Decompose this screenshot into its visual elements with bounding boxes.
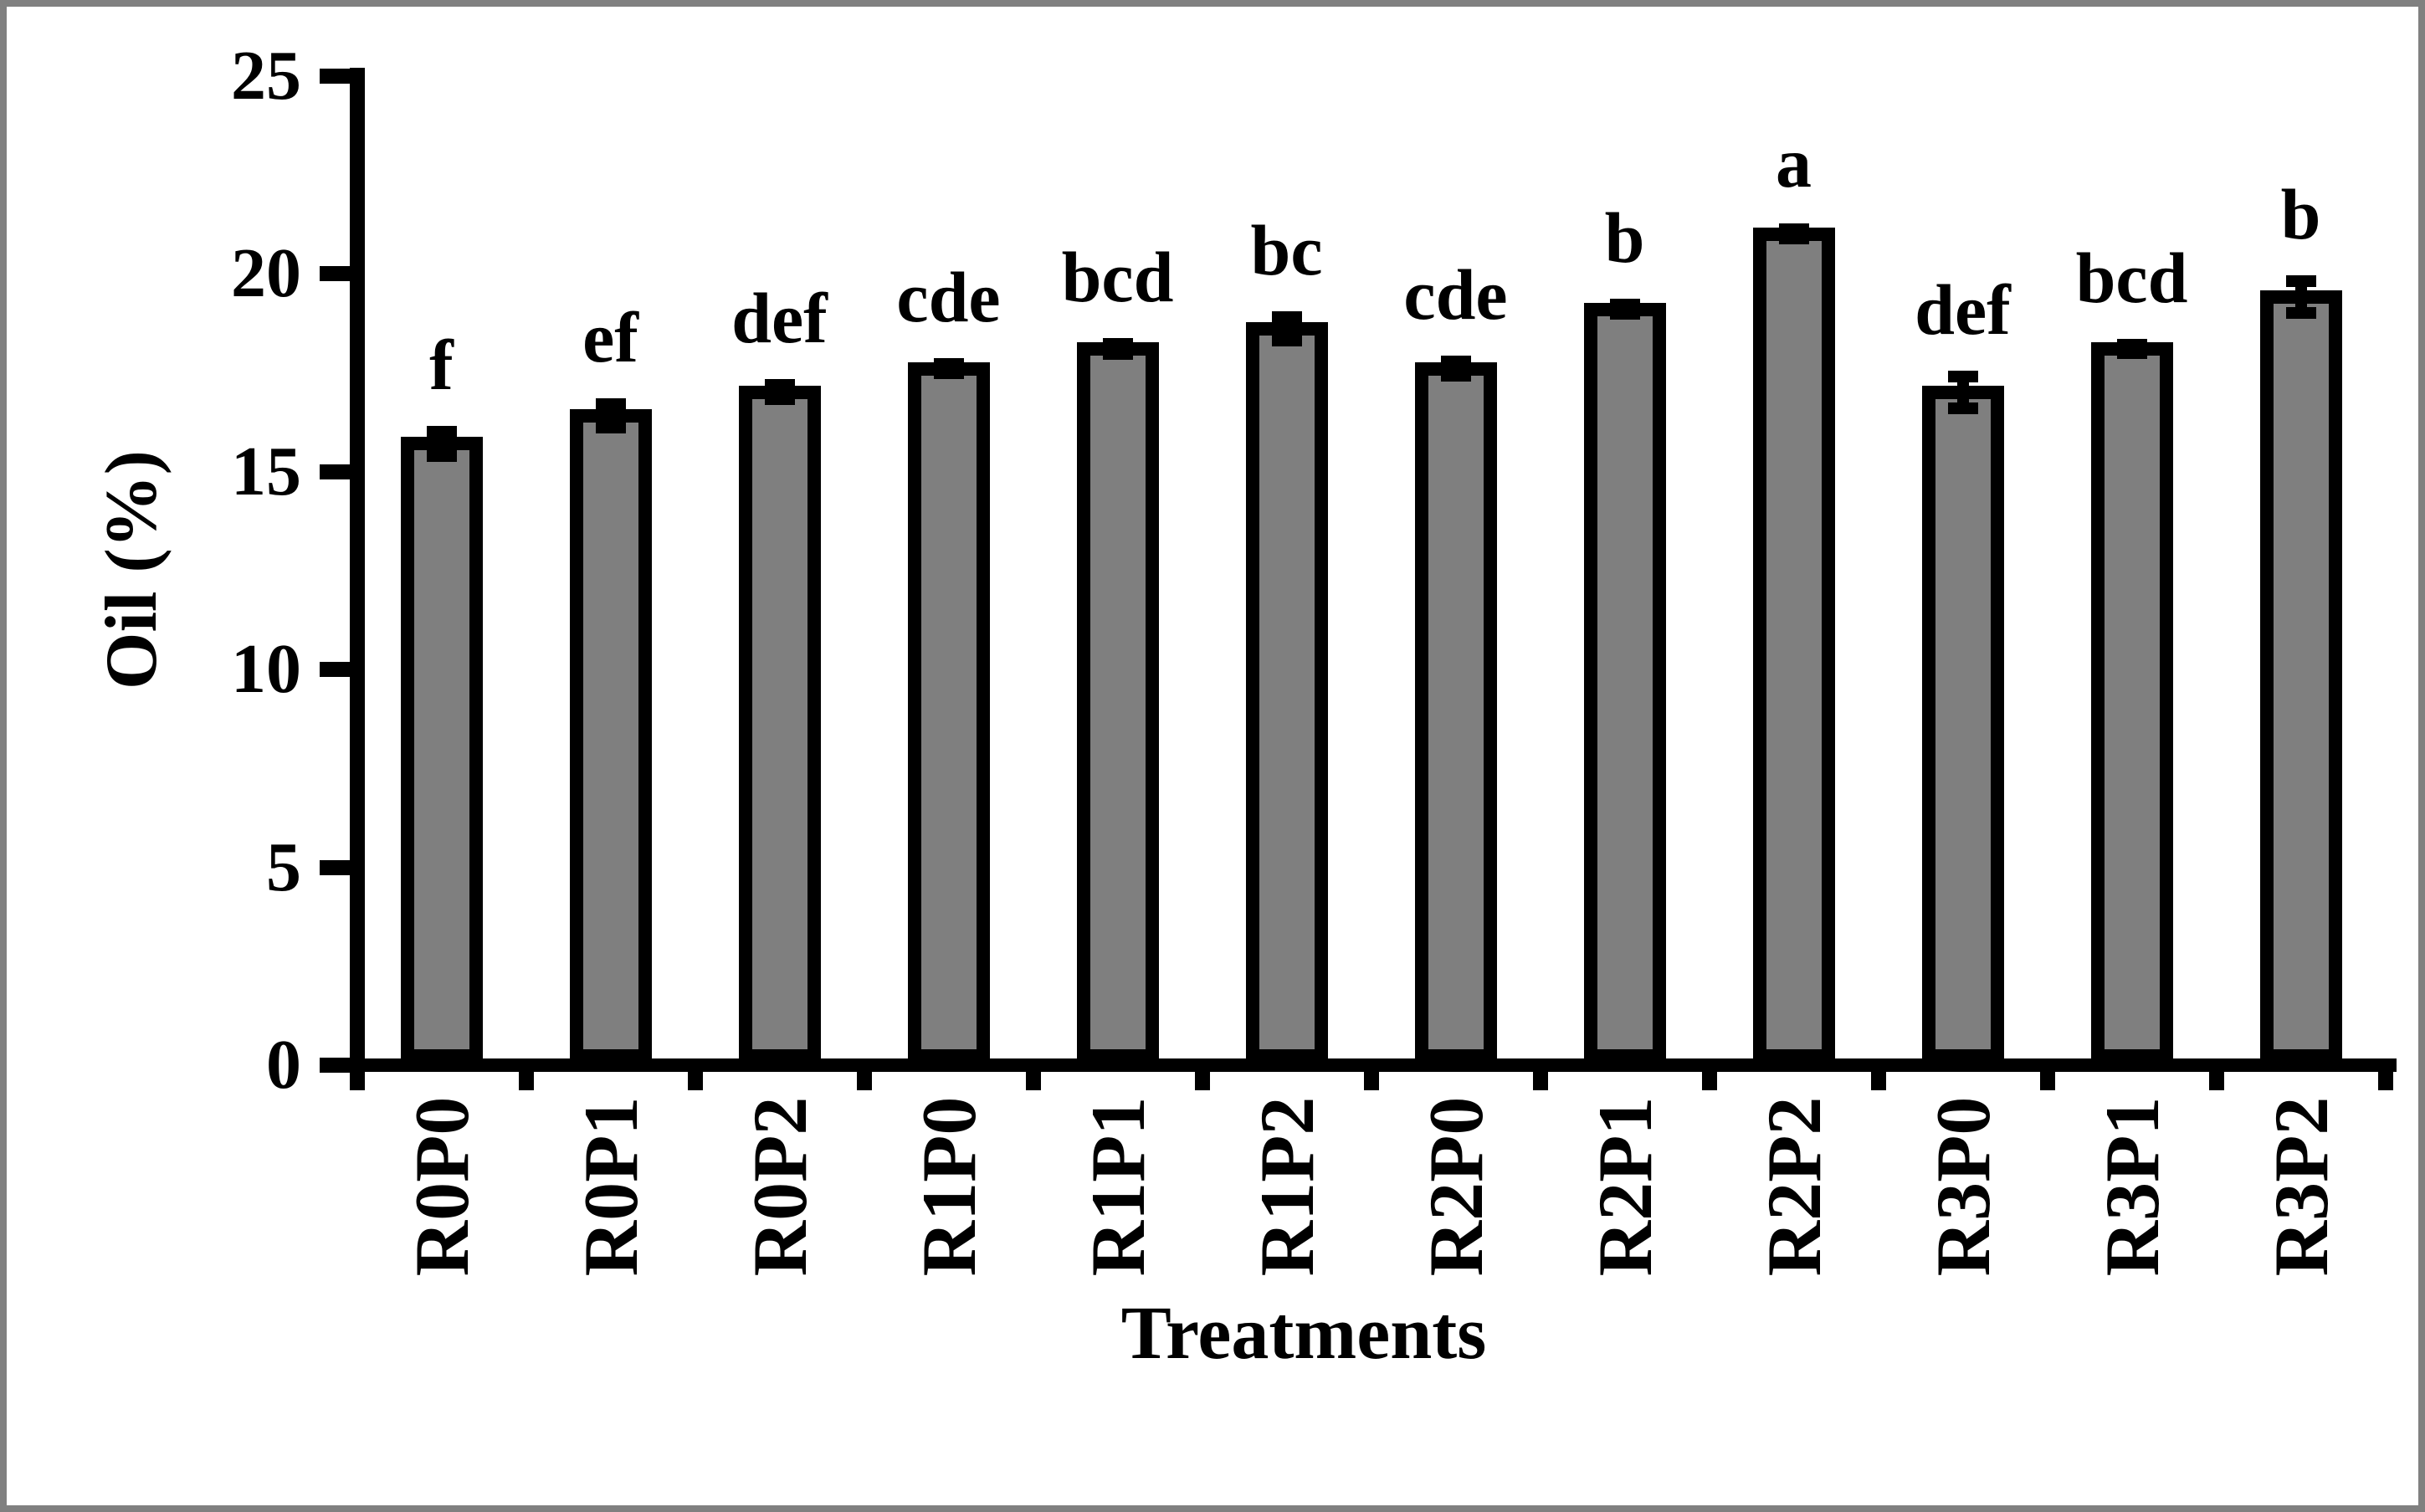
bar: [1414, 361, 1497, 1063]
error-bar-cap-bottom: [1778, 233, 1809, 245]
x-tick: [1194, 1070, 1210, 1090]
error-bar-cap-bottom: [426, 449, 457, 462]
x-tick: [1363, 1070, 1379, 1090]
y-tick: [320, 859, 350, 875]
error-bar-cap-top: [1947, 370, 1978, 382]
x-category-label: R3P1: [2089, 1096, 2175, 1277]
x-tick: [687, 1070, 703, 1090]
error-bar-cap-bottom: [933, 367, 964, 380]
x-axis-line: [350, 1058, 2397, 1072]
x-tick: [1870, 1070, 1886, 1090]
y-tick-label: 15: [231, 432, 301, 510]
bar: [2259, 290, 2342, 1063]
y-tick: [320, 662, 350, 677]
error-bar-cap-bottom: [1271, 335, 1302, 347]
error-bar-cap-top: [595, 398, 626, 411]
error-bar-cap-top: [1102, 338, 1133, 351]
x-category-label: R0P1: [567, 1096, 654, 1277]
error-bar-cap-bottom: [1947, 402, 1978, 414]
sig-letter: bc: [1250, 210, 1323, 291]
error-bar-cap-top: [426, 426, 457, 438]
x-category-label: R1P1: [1074, 1096, 1161, 1277]
sig-letter: cde: [896, 256, 1001, 337]
error-bar-cap-bottom: [595, 422, 626, 434]
error-bar-cap-top: [1609, 298, 1640, 310]
x-tick: [2377, 1070, 2393, 1090]
x-category-label: R2P1: [1582, 1096, 1668, 1277]
x-tick: [1701, 1070, 1717, 1090]
x-tick: [2208, 1070, 2224, 1090]
error-bar-cap-top: [1271, 311, 1302, 324]
y-tick: [320, 266, 350, 281]
bar: [1921, 385, 2004, 1063]
error-bar-cap-bottom: [1609, 308, 1640, 320]
x-category-label: R3P0: [1920, 1096, 2006, 1277]
y-tick: [320, 68, 350, 84]
bar: [2090, 341, 2173, 1063]
x-tick: [2039, 1070, 2055, 1090]
bar: [907, 361, 990, 1063]
x-category-label: R0P0: [398, 1096, 484, 1277]
y-tick: [320, 464, 350, 479]
x-tick: [856, 1070, 872, 1090]
bar: [738, 385, 821, 1063]
x-category-label: R1P0: [905, 1096, 992, 1277]
error-bar-cap-bottom: [2285, 307, 2316, 320]
sig-letter: a: [1776, 122, 1812, 203]
error-bar-cap-top: [1440, 356, 1471, 367]
bar: [1752, 227, 1835, 1063]
error-bar-cap-bottom: [764, 393, 795, 406]
sig-letter: bcd: [2075, 238, 2188, 319]
error-bar-cap-top: [1778, 223, 1809, 236]
y-tick-label: 0: [266, 1026, 301, 1104]
y-tick-label: 25: [231, 36, 301, 115]
bar: [1245, 322, 1328, 1063]
y-tick-label: 20: [231, 234, 301, 312]
sig-letter: b: [2280, 174, 2321, 255]
x-tick: [518, 1070, 534, 1090]
bar: [1583, 302, 1666, 1063]
sig-letter: f: [429, 325, 454, 406]
error-bar-cap-bottom: [2116, 346, 2147, 359]
sig-letter: cde: [1403, 254, 1508, 335]
y-axis-line: [350, 68, 365, 1072]
error-bar-cap-bottom: [1440, 370, 1471, 382]
y-tick: [320, 1058, 350, 1073]
y-axis-title: Oil (%): [91, 450, 172, 689]
bar: [569, 409, 652, 1063]
x-axis-title: Treatments: [1120, 1292, 1487, 1375]
sig-letter: def: [731, 278, 828, 359]
x-category-label: R1P2: [1243, 1096, 1330, 1277]
x-category-label: R3P2: [2258, 1096, 2344, 1277]
x-category-label: R0P2: [736, 1096, 823, 1277]
x-tick: [1025, 1070, 1041, 1090]
x-category-label: R2P2: [1751, 1096, 1837, 1277]
error-bar-cap-bottom: [1102, 347, 1133, 360]
bar: [400, 437, 483, 1063]
x-category-label: R2P0: [1412, 1096, 1499, 1277]
y-tick-label: 5: [266, 828, 301, 906]
error-bar-cap-top: [2285, 275, 2316, 288]
sig-letter: ef: [582, 297, 638, 378]
error-bar-cap-top: [764, 379, 795, 392]
bar: [1076, 341, 1159, 1063]
sig-letter: b: [1604, 197, 1645, 278]
y-tick-label: 10: [231, 630, 301, 708]
x-tick: [1532, 1070, 1548, 1090]
sig-letter: bcd: [1061, 237, 1174, 318]
error-bar-cap-top: [933, 357, 964, 370]
x-tick: [349, 1070, 365, 1090]
sig-letter: def: [1915, 269, 2011, 350]
